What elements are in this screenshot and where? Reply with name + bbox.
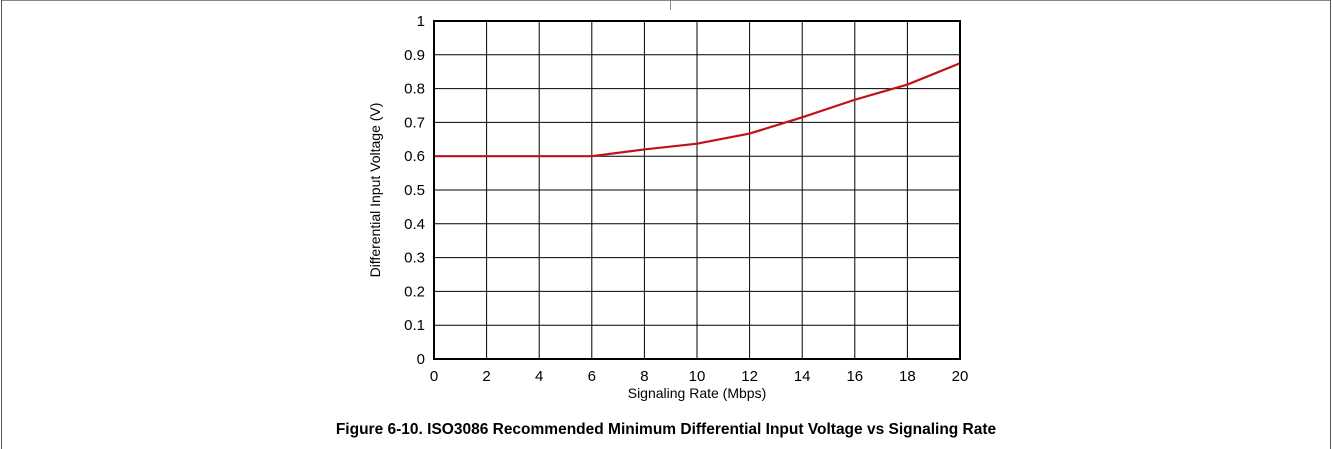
chart-series — [434, 62, 961, 158]
y-tick-label: 0 — [417, 351, 425, 368]
x-axis-label: Signaling Rate (Mbps) — [628, 385, 767, 401]
y-axis-label: Differential Input Voltage (V) — [367, 103, 383, 278]
x-tick-label: 2 — [482, 368, 490, 385]
y-tick-label: 0.5 — [404, 182, 425, 199]
y-axis-ticks: 0 0.1 0.2 0.3 0.4 0.5 0.6 0.7 0.8 0.9 1 — [404, 13, 425, 368]
y-tick-label: 0.9 — [404, 47, 425, 64]
x-tick-label: 10 — [689, 368, 706, 385]
y-tick-label: 0.3 — [404, 250, 425, 267]
plot-area-border — [433, 20, 961, 360]
y-tick-label: 0.2 — [404, 283, 425, 300]
y-tick-label: 0.1 — [404, 317, 425, 334]
line-chart: 0 2 4 6 8 10 12 14 16 18 20 0 0.1 0.2 0.3 0.4 0.5 0.6 0.7… — [367, 13, 969, 401]
y-tick-label: 0.8 — [404, 81, 425, 98]
x-tick-label: 6 — [588, 368, 596, 385]
page-frame-divider — [670, 0, 671, 10]
x-tick-label: 18 — [899, 368, 916, 385]
x-tick-label: 4 — [535, 368, 543, 385]
chart-grid — [433, 20, 961, 360]
x-tick-label: 12 — [741, 368, 758, 385]
page-frame-top — [1, 0, 1331, 1]
page-frame-left — [1, 0, 2, 449]
page-frame-right — [1330, 0, 1331, 449]
x-tick-label: 16 — [846, 368, 863, 385]
figure-caption: Figure 6-10. ISO3086 Recommended Minimum… — [335, 421, 997, 438]
y-tick-label: 1 — [417, 13, 425, 30]
x-tick-label: 20 — [952, 368, 969, 385]
x-axis-ticks: 0 2 4 6 8 10 12 14 16 18 20 — [430, 368, 969, 385]
x-tick-label: 14 — [794, 368, 811, 385]
x-tick-label: 8 — [640, 368, 648, 385]
y-tick-label: 0.7 — [404, 114, 425, 131]
y-tick-label: 0.6 — [404, 148, 425, 165]
x-tick-label: 0 — [430, 368, 438, 385]
y-tick-label: 0.4 — [404, 216, 425, 233]
series-line — [434, 62, 961, 158]
